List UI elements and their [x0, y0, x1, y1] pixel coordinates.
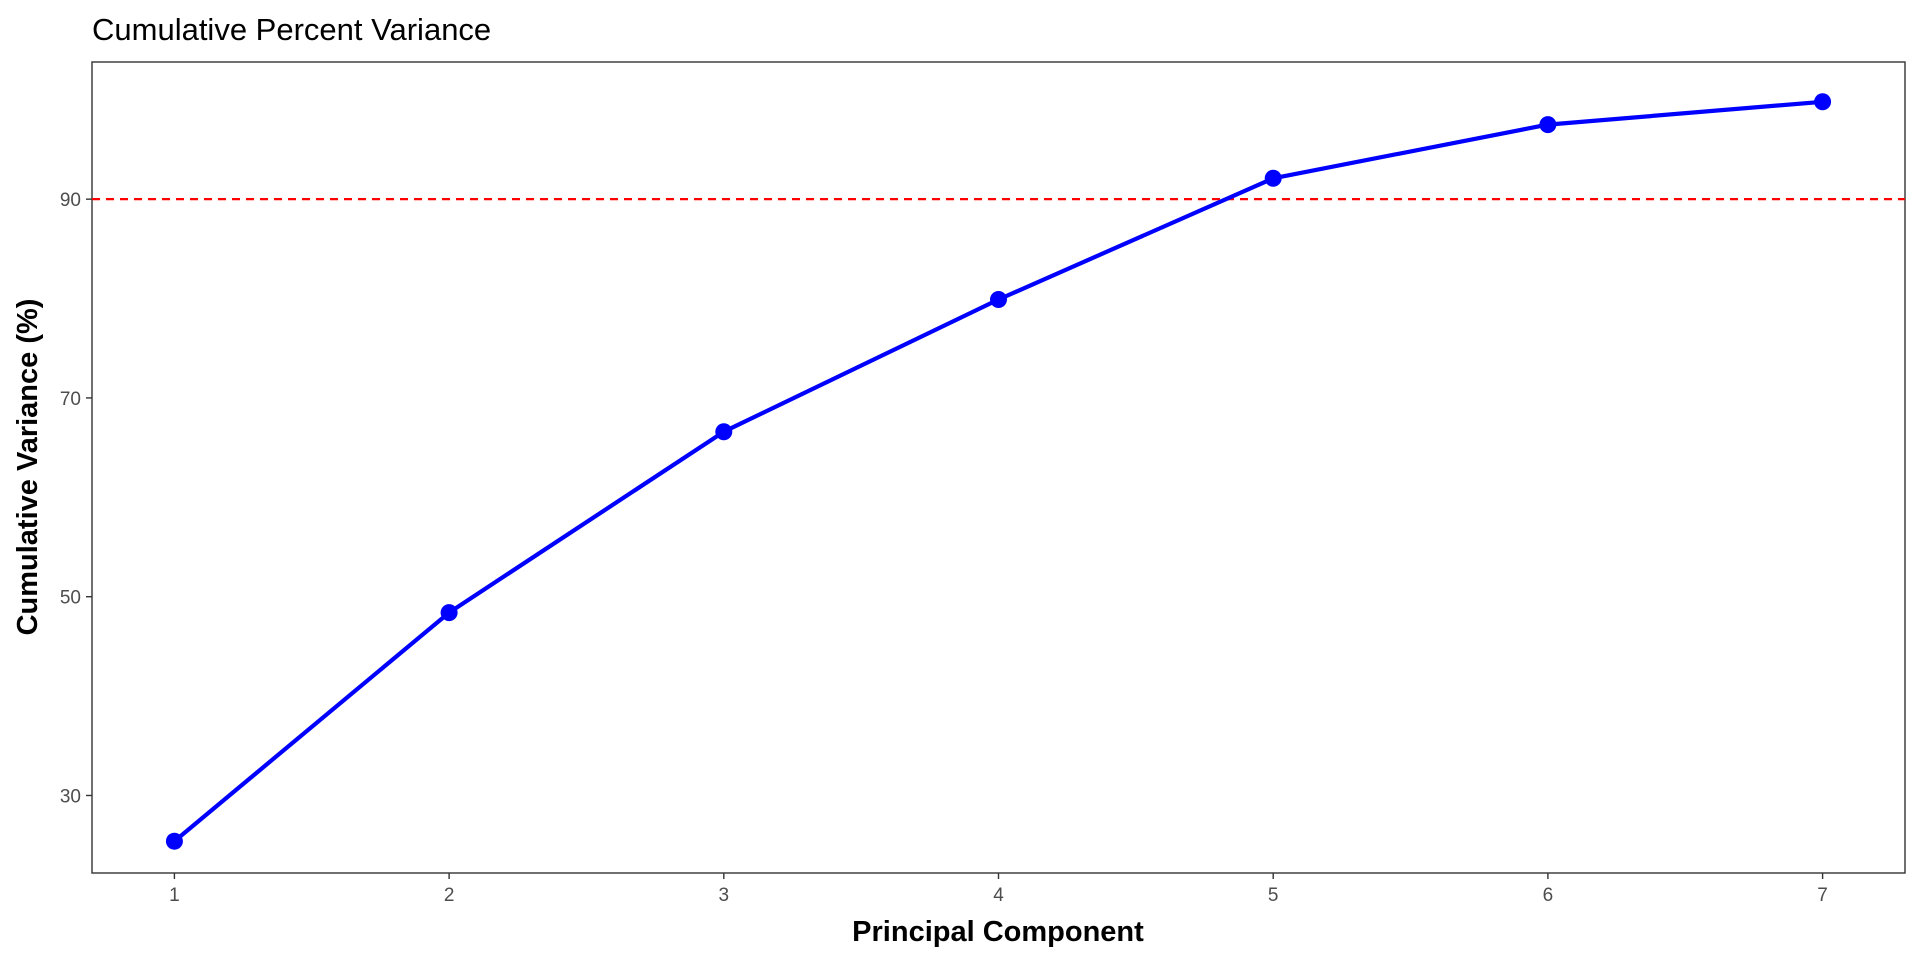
- data-point-pc3: [715, 423, 733, 441]
- data-point-pc4: [990, 291, 1007, 309]
- x-tick-label: 1: [169, 885, 180, 906]
- y-axis-title: Cumulative Variance (%): [12, 299, 44, 636]
- chart-title: Cumulative Percent Variance: [92, 12, 491, 47]
- x-tick-label: 7: [1817, 885, 1828, 906]
- x-tick-label: 4: [993, 885, 1004, 906]
- y-tick-label: 50: [60, 588, 81, 609]
- y-tick-label: 90: [60, 190, 81, 211]
- x-tick-label: 3: [719, 885, 730, 906]
- y-tick-label: 70: [60, 389, 81, 410]
- x-tick-label: 6: [1543, 885, 1554, 906]
- data-point-pc5: [1264, 169, 1282, 187]
- y-axis: 30 50 70 90: [60, 190, 92, 807]
- data-point-pc2: [440, 604, 458, 622]
- x-tick-label: 2: [444, 885, 455, 906]
- data-point-pc6: [1539, 116, 1557, 134]
- data-point-pc7: [1814, 93, 1832, 111]
- x-axis: 1 2 3 4 5 6 7: [169, 873, 1828, 906]
- y-tick-label: 30: [60, 786, 81, 807]
- data-point-pc1: [165, 832, 183, 850]
- plot-panel: [91, 61, 1906, 874]
- x-axis-title: Principal Component: [852, 916, 1144, 948]
- x-tick-label: 5: [1268, 885, 1279, 906]
- series-layer: [165, 93, 1832, 850]
